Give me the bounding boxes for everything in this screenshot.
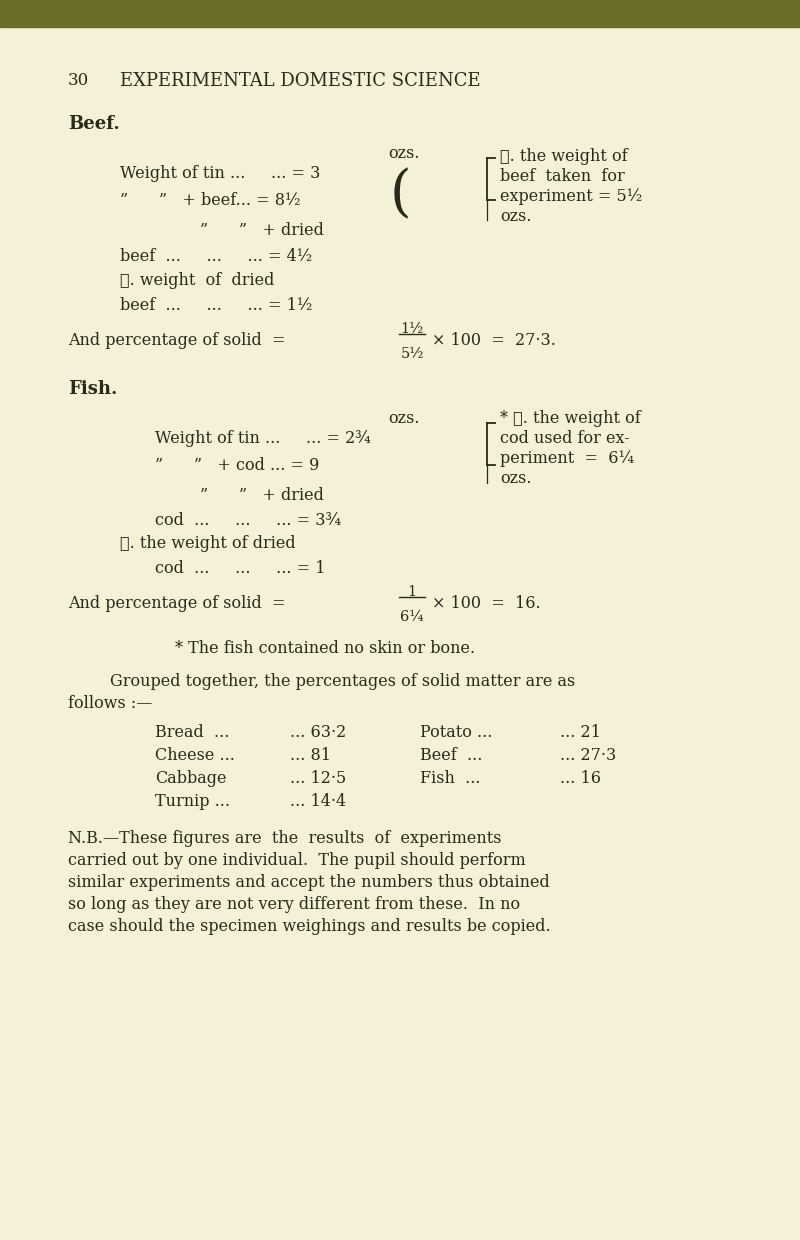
Text: Turnip ...: Turnip ... [155, 794, 230, 810]
Text: cod used for ex-: cod used for ex- [500, 430, 630, 446]
Text: * The fish contained no skin or bone.: * The fish contained no skin or bone. [175, 640, 475, 657]
Text: Fish  ...: Fish ... [420, 770, 481, 787]
Text: And percentage of solid  =: And percentage of solid = [68, 332, 286, 348]
Text: cod  ...     ...     ... = 3¾: cod ... ... ... = 3¾ [155, 512, 341, 529]
Text: ozs.: ozs. [500, 208, 531, 224]
Text: Cheese ...: Cheese ... [155, 746, 235, 764]
Text: ∴. the weight of dried: ∴. the weight of dried [120, 534, 296, 552]
Text: * ∴. the weight of: * ∴. the weight of [500, 410, 641, 427]
Text: × 100  =  27·3.: × 100 = 27·3. [432, 332, 556, 348]
Text: ... 14·4: ... 14·4 [290, 794, 346, 810]
Text: ... 81: ... 81 [290, 746, 331, 764]
Text: follows :—: follows :— [68, 694, 152, 712]
Text: beef  ...     ...     ... = 1½: beef ... ... ... = 1½ [120, 298, 312, 314]
Text: ”      ”   + dried: ” ” + dried [200, 222, 324, 239]
Text: 1: 1 [407, 585, 417, 599]
Text: so long as they are not very different from these.  In no: so long as they are not very different f… [68, 897, 520, 913]
Text: Beef.: Beef. [68, 115, 120, 133]
Text: ”      ”   + dried: ” ” + dried [200, 487, 324, 503]
Text: ... 12·5: ... 12·5 [290, 770, 346, 787]
Text: Fish.: Fish. [68, 379, 118, 398]
Text: ”      ”   + cod ... = 9: ” ” + cod ... = 9 [155, 458, 319, 474]
Text: × 100  =  16.: × 100 = 16. [432, 595, 541, 613]
Text: ∴. weight  of  dried: ∴. weight of dried [120, 272, 274, 289]
Text: case should the specimen weighings and results be copied.: case should the specimen weighings and r… [68, 918, 550, 935]
Text: ... 63·2: ... 63·2 [290, 724, 346, 742]
Text: cod  ...     ...     ... = 1: cod ... ... ... = 1 [155, 560, 326, 577]
Text: carried out by one individual.  The pupil should perform: carried out by one individual. The pupil… [68, 852, 526, 869]
Text: Potato ...: Potato ... [420, 724, 492, 742]
Text: beef  taken  for: beef taken for [500, 167, 625, 185]
Text: Weight of tin ...     ... = 2¾: Weight of tin ... ... = 2¾ [155, 430, 370, 446]
Text: Grouped together, the percentages of solid matter are as: Grouped together, the percentages of sol… [110, 673, 575, 689]
Text: EXPERIMENTAL DOMESTIC SCIENCE: EXPERIMENTAL DOMESTIC SCIENCE [120, 72, 481, 91]
Text: And percentage of solid  =: And percentage of solid = [68, 595, 286, 613]
Text: Cabbage: Cabbage [155, 770, 226, 787]
Text: ”      ”   + beef... = 8½: ” ” + beef... = 8½ [120, 192, 301, 210]
Text: Bread  ...: Bread ... [155, 724, 230, 742]
Text: 30: 30 [68, 72, 90, 89]
Text: Beef  ...: Beef ... [420, 746, 482, 764]
Text: ozs.: ozs. [388, 145, 419, 162]
Text: (: ( [390, 167, 412, 223]
Text: ... 16: ... 16 [560, 770, 601, 787]
Text: experiment = 5½: experiment = 5½ [500, 188, 642, 205]
Text: 1½: 1½ [400, 322, 424, 336]
Text: 5½: 5½ [400, 347, 424, 361]
Text: ozs.: ozs. [500, 470, 531, 487]
Text: N.B.—These figures are  the  results  of  experiments: N.B.—These figures are the results of ex… [68, 830, 502, 847]
Text: 6¼: 6¼ [400, 610, 424, 624]
Text: ∴. the weight of: ∴. the weight of [500, 148, 628, 165]
Text: similar experiments and accept the numbers thus obtained: similar experiments and accept the numbe… [68, 874, 550, 892]
Text: Weight of tin ...     ... = 3: Weight of tin ... ... = 3 [120, 165, 320, 182]
Text: beef  ...     ...     ... = 4½: beef ... ... ... = 4½ [120, 248, 312, 265]
Text: ... 27·3: ... 27·3 [560, 746, 616, 764]
Text: ozs.: ozs. [388, 410, 419, 427]
Bar [0, 0, 800, 27]
Text: periment  =  6¼: periment = 6¼ [500, 450, 634, 467]
Text: ... 21: ... 21 [560, 724, 601, 742]
